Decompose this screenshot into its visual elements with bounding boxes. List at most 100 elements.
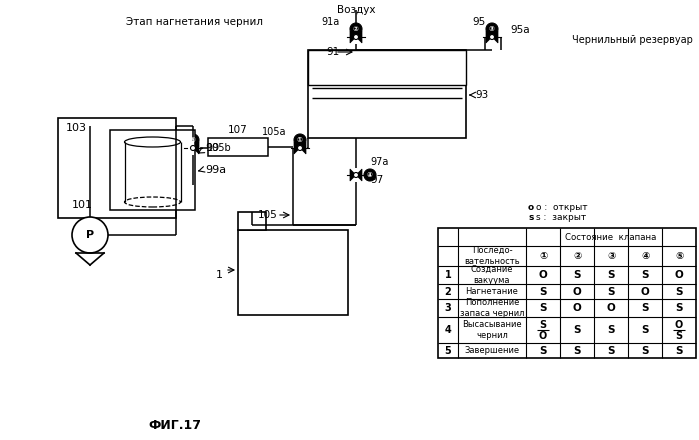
Text: O: O [539, 270, 547, 280]
Text: O: O [675, 320, 683, 330]
Text: 4: 4 [445, 325, 452, 335]
Text: o :  открыт: o : открыт [536, 202, 588, 212]
Text: 103: 103 [66, 123, 87, 133]
Circle shape [354, 172, 359, 177]
Text: 93: 93 [475, 90, 488, 100]
Polygon shape [294, 142, 300, 154]
Text: S: S [539, 303, 547, 313]
Text: S: S [573, 345, 581, 356]
Text: ③: ③ [607, 251, 615, 261]
Text: 105a: 105a [261, 127, 286, 137]
Text: S: S [641, 303, 649, 313]
Text: Высасывание
чернил: Высасывание чернил [462, 320, 522, 340]
Text: S: S [607, 270, 614, 280]
Text: S: S [675, 331, 682, 341]
Polygon shape [486, 31, 492, 43]
Polygon shape [356, 31, 362, 43]
Text: 97: 97 [370, 175, 383, 185]
Text: S: S [607, 345, 614, 356]
Text: ④: ④ [367, 172, 373, 178]
Text: Завершение: Завершение [464, 346, 519, 355]
Text: Создание
вакуума: Создание вакуума [470, 265, 513, 285]
Circle shape [486, 23, 498, 35]
Circle shape [364, 169, 376, 181]
Text: 3: 3 [445, 303, 452, 313]
Text: o: o [528, 202, 534, 212]
Text: ①: ① [539, 251, 547, 261]
Bar [110, 130, 195, 210]
Text: S: S [675, 345, 683, 356]
Text: 5: 5 [445, 345, 452, 356]
Text: S: S [641, 345, 649, 356]
Polygon shape [300, 142, 306, 154]
Text: Нагнетание: Нагнетание [466, 287, 519, 296]
Bar [208, 138, 268, 156]
Circle shape [489, 34, 494, 40]
Text: Воздух: Воздух [337, 5, 375, 15]
Text: O: O [640, 286, 649, 297]
Circle shape [294, 134, 306, 146]
Text: ②: ② [573, 251, 581, 261]
Circle shape [191, 146, 196, 150]
Text: P: P [86, 230, 94, 240]
Text: S: S [607, 286, 614, 297]
Text: O: O [539, 331, 547, 341]
Text: O: O [572, 303, 582, 313]
Text: 1: 1 [216, 270, 223, 280]
Text: 97a: 97a [370, 157, 389, 167]
Circle shape [298, 146, 303, 150]
Text: 95a: 95a [510, 25, 530, 35]
Circle shape [187, 134, 199, 146]
Text: S: S [539, 286, 547, 297]
Bar [438, 228, 696, 358]
Text: ③: ③ [489, 26, 495, 32]
Polygon shape [187, 142, 193, 154]
Bar [308, 50, 466, 138]
Text: Последо-
вательность: Последо- вательность [464, 246, 520, 266]
Text: 95: 95 [473, 17, 486, 27]
Text: S: S [641, 270, 649, 280]
Polygon shape [350, 169, 356, 181]
Text: S: S [573, 270, 581, 280]
Circle shape [350, 23, 362, 35]
Text: S: S [641, 325, 649, 335]
Text: Пополнение
запаса чернил: Пополнение запаса чернил [460, 298, 524, 318]
Text: S: S [675, 303, 683, 313]
Text: Чернильный резервуар: Чернильный резервуар [572, 35, 693, 45]
Text: ①: ① [297, 137, 303, 143]
Text: S: S [539, 345, 547, 356]
Text: O: O [675, 270, 684, 280]
Text: Состояние  клапана: Состояние клапана [565, 232, 656, 242]
Text: 2: 2 [445, 286, 452, 297]
Text: 107: 107 [228, 125, 248, 135]
Text: S: S [675, 286, 683, 297]
Polygon shape [350, 31, 356, 43]
Text: 101: 101 [72, 200, 93, 210]
Text: Этап нагнетания чернил: Этап нагнетания чернил [127, 17, 264, 27]
Text: O: O [572, 286, 582, 297]
Polygon shape [356, 169, 362, 181]
Text: ⑤: ⑤ [675, 251, 683, 261]
Polygon shape [193, 142, 199, 154]
Text: 105: 105 [258, 210, 278, 220]
Text: S: S [540, 320, 547, 330]
Text: O: O [607, 303, 615, 313]
Bar [58, 118, 176, 218]
Text: 99: 99 [205, 143, 219, 153]
Text: ④: ④ [641, 251, 649, 261]
Text: ②: ② [353, 26, 359, 32]
Text: 1: 1 [445, 270, 452, 280]
Circle shape [354, 34, 359, 40]
Text: 105b: 105b [207, 143, 232, 153]
Text: ⑤: ⑤ [190, 137, 196, 143]
Text: s :  закрыт: s : закрыт [536, 213, 586, 221]
Text: 91: 91 [326, 47, 339, 57]
Text: 99a: 99a [205, 165, 226, 175]
Text: s: s [528, 213, 534, 221]
Polygon shape [492, 31, 498, 43]
Text: S: S [573, 325, 581, 335]
Bar [238, 212, 266, 230]
Text: 91a: 91a [322, 17, 340, 27]
Bar [238, 230, 348, 315]
Text: S: S [607, 325, 614, 335]
